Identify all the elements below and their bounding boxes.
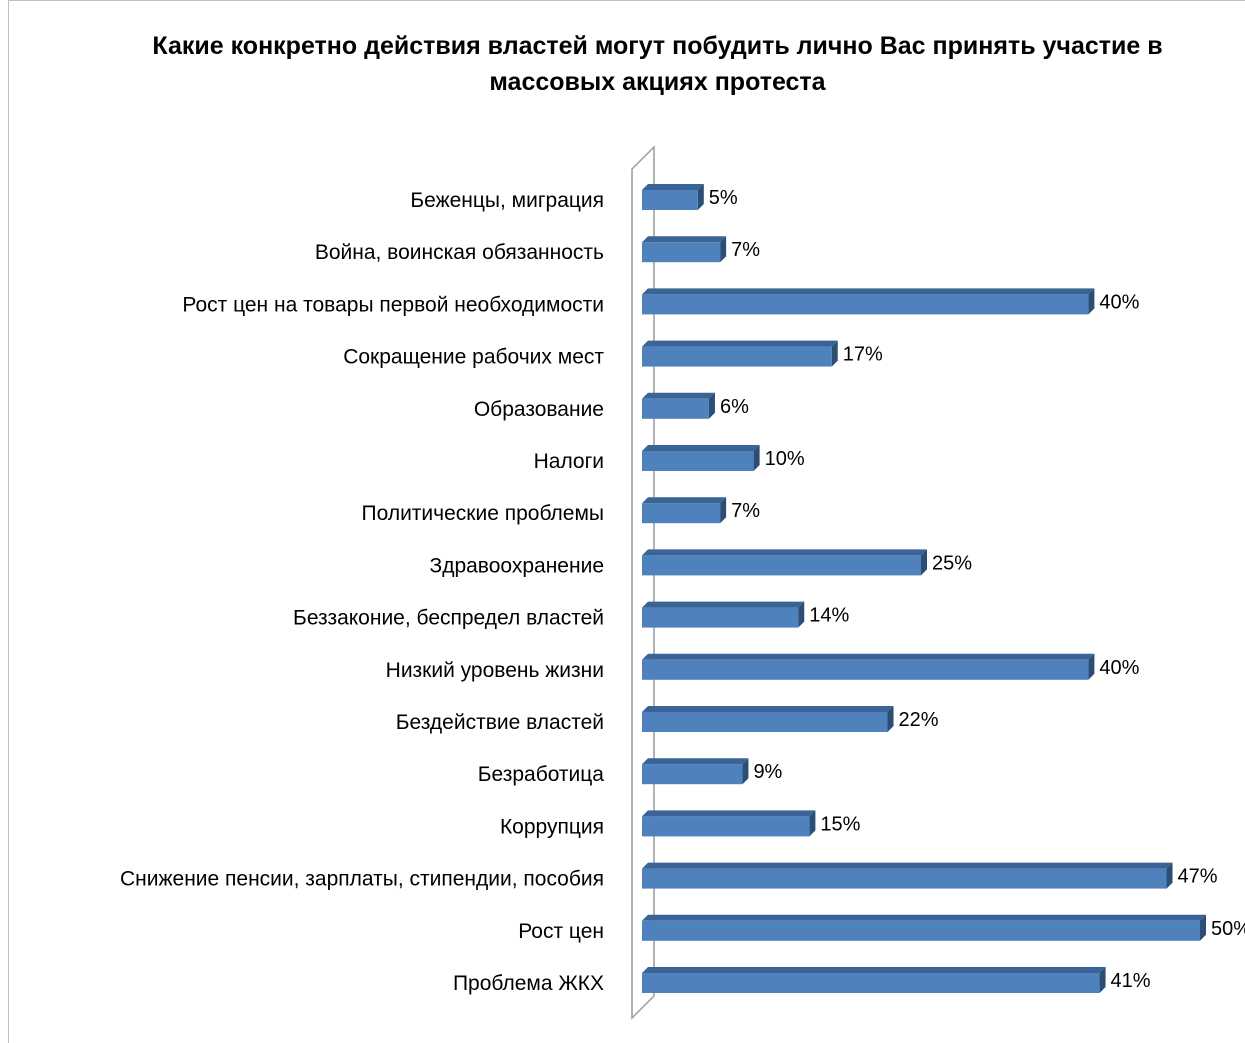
bar-top — [642, 236, 727, 243]
category-label: Сокращение рабочих мест — [343, 346, 604, 369]
category-label: Налоги — [534, 450, 604, 473]
bar-top — [642, 288, 1095, 295]
bar — [642, 712, 888, 732]
data-label: 47% — [1178, 866, 1218, 888]
bar-side — [887, 706, 894, 732]
data-label: 7% — [731, 500, 760, 522]
bar-top — [642, 392, 715, 399]
data-label: 40% — [1099, 657, 1139, 679]
bar-side — [921, 549, 927, 576]
bar-side — [708, 392, 715, 419]
bar-top — [642, 758, 749, 765]
category-label: Снижение пенсии, зарплаты, стипендии, по… — [120, 868, 604, 891]
bar — [642, 451, 754, 471]
bar-side — [742, 758, 749, 785]
bar-top — [642, 862, 1173, 869]
bar-top — [642, 810, 816, 817]
category-label: Образование — [474, 398, 604, 421]
category-label: Беженцы, миграция — [410, 189, 604, 212]
bar — [642, 242, 721, 263]
chart-title: Какие конкретно действия властей могут п… — [152, 32, 1163, 96]
bar-side — [720, 497, 727, 524]
bar-side — [809, 810, 816, 837]
bar-top — [642, 184, 704, 190]
category-label: Война, воинская обязанность — [315, 241, 604, 264]
bar-top — [642, 497, 727, 504]
bar-side — [1166, 862, 1173, 889]
data-label: 25% — [932, 552, 972, 574]
bar — [642, 920, 1200, 941]
bar-side — [753, 445, 760, 471]
bar — [642, 659, 1089, 680]
data-label: 41% — [1111, 970, 1151, 992]
category-label: Здравоохранение — [430, 554, 604, 577]
bar-top — [642, 340, 838, 347]
bar-side — [831, 340, 838, 367]
bar — [642, 503, 721, 524]
category-label: Коррупция — [500, 815, 604, 838]
category-label: Безработица — [478, 763, 605, 786]
data-label: 9% — [753, 761, 782, 783]
bar-side — [1200, 914, 1206, 941]
category-label: Политические проблемы — [362, 502, 604, 525]
bar-top — [642, 914, 1206, 921]
data-label: 22% — [899, 709, 939, 731]
category-label: Низкий уровень жизни — [386, 659, 604, 682]
data-label: 14% — [809, 605, 849, 627]
bar-top — [642, 601, 805, 608]
bar-side — [1099, 967, 1106, 993]
bar-top — [642, 967, 1106, 973]
category-label: Проблема ЖКХ — [453, 972, 604, 995]
data-label: 50% — [1211, 918, 1245, 940]
bar-top — [642, 653, 1095, 660]
category-label: Бездействие властей — [396, 711, 604, 734]
bar-top — [642, 549, 927, 556]
bar-top — [642, 445, 760, 451]
bar-side — [697, 184, 704, 210]
bar — [642, 764, 743, 785]
category-label: Рост цен на товары первой необходимости — [182, 293, 604, 316]
category-label: Рост цен — [518, 920, 604, 943]
data-label: 6% — [720, 396, 749, 418]
data-label: 15% — [820, 813, 860, 835]
data-label: 10% — [765, 448, 805, 470]
bar-side — [1088, 653, 1095, 680]
bar-top — [642, 706, 894, 712]
bar-side — [720, 236, 727, 263]
category-label: Беззаконие, беспредел властей — [293, 607, 604, 630]
data-label: 7% — [731, 239, 760, 261]
bar — [642, 555, 921, 576]
bar-side — [1088, 288, 1095, 315]
bar — [642, 816, 810, 837]
bar — [642, 607, 799, 628]
bar — [642, 973, 1100, 993]
bar — [642, 190, 698, 210]
bar-side — [798, 601, 805, 628]
data-label: 5% — [709, 187, 738, 209]
bar — [642, 294, 1089, 315]
bar — [642, 346, 832, 367]
bar — [642, 398, 709, 419]
data-label: 17% — [843, 344, 883, 366]
bar — [642, 868, 1167, 889]
data-label: 40% — [1099, 291, 1139, 313]
